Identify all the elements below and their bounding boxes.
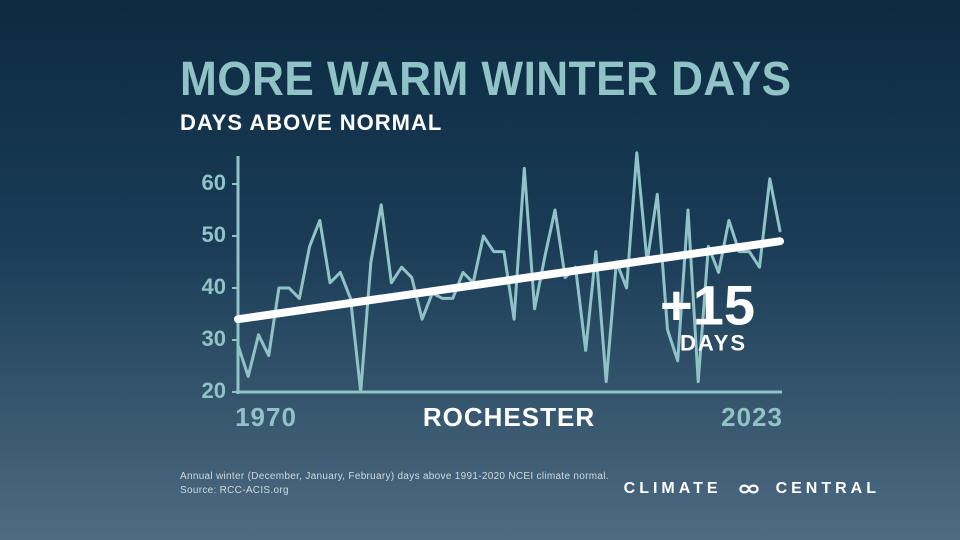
data-series: [238, 153, 780, 392]
footnote: Annual winter (December, January, Februa…: [180, 470, 609, 498]
chart-subtitle: DAYS ABOVE NORMAL: [180, 110, 442, 136]
city-label: ROCHESTER: [423, 402, 595, 432]
chart-svg: 20304050601970ROCHESTER2023+15DAYS: [180, 150, 780, 420]
footnote-line1: Annual winter (December, January, Februa…: [180, 470, 609, 484]
brand-logo: CLIMATE CENTRAL: [624, 480, 880, 498]
footnote-line2: Source: RCC-ACIS.org: [180, 484, 609, 498]
delta-number: +15: [660, 273, 755, 336]
y-tick-label: 30: [202, 326, 226, 351]
brand-left: CLIMATE: [624, 480, 722, 498]
y-tick-label: 20: [202, 378, 226, 403]
y-tick-label: 60: [202, 170, 226, 195]
y-tick-label: 50: [202, 222, 226, 247]
y-tick-label: 40: [202, 274, 226, 299]
brand-right: CENTRAL: [776, 480, 880, 498]
x-start-label: 1970: [235, 402, 297, 432]
delta-unit: DAYS: [680, 330, 747, 355]
x-end-label: 2023: [721, 402, 783, 432]
chart-area: 20304050601970ROCHESTER2023+15DAYS: [180, 150, 780, 420]
infinity-icon: [732, 480, 766, 498]
chart-title: MORE WARM WINTER DAYS: [180, 52, 792, 107]
